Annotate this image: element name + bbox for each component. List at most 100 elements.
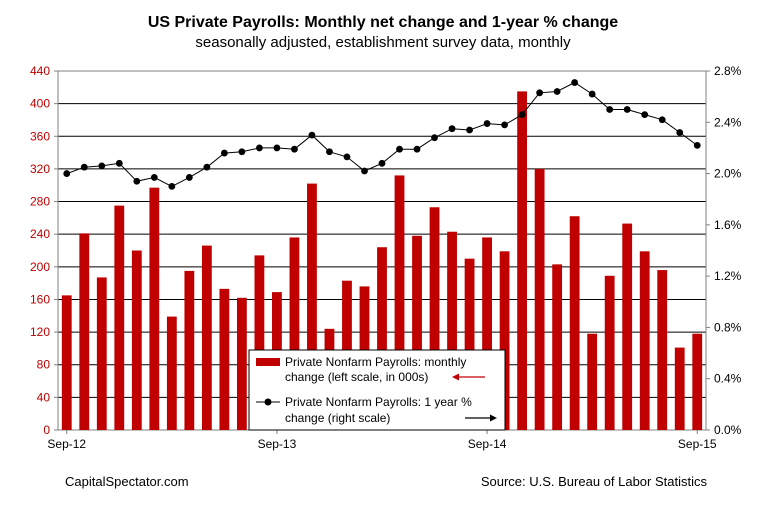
bar xyxy=(166,316,177,430)
bar xyxy=(534,168,545,430)
line-point xyxy=(273,144,281,152)
left-tick-label: 40 xyxy=(37,390,51,404)
bar xyxy=(447,231,457,430)
line-point xyxy=(256,144,263,152)
line-point xyxy=(98,162,106,170)
series-line xyxy=(66,81,698,187)
right-tick-label: 2.8% xyxy=(714,64,742,78)
line-point xyxy=(361,167,368,175)
bar xyxy=(657,270,668,430)
bar xyxy=(307,183,317,430)
right-tick-label: 0.4% xyxy=(714,372,742,386)
left-tick-label: 200 xyxy=(30,260,50,274)
legend-line-label-2: change (right scale) xyxy=(285,411,390,425)
left-axis: 0 40 80 120 160 200 240 280 320 360 400 440 xyxy=(30,64,58,437)
x-tick-label: Sep-14 xyxy=(468,437,507,451)
legend-bar-label-1: Private Nonfarm Payrolls: monthly xyxy=(285,355,466,369)
right-axis: 0.0% 0.4% 0.8% 1.2% 1.6% 2.0% 2.4% 2.8% xyxy=(706,64,742,437)
left-tick-label: 320 xyxy=(30,162,50,176)
x-tick-label: Sep-12 xyxy=(47,437,86,451)
line-point xyxy=(168,182,176,190)
left-tick-label: 280 xyxy=(30,195,50,209)
chart-title: US Private Payrolls: Monthly net change … xyxy=(148,14,618,31)
right-tick-label: 2.4% xyxy=(714,115,742,129)
line-point xyxy=(220,149,228,157)
line-point xyxy=(291,145,298,153)
bar xyxy=(219,288,230,430)
bar xyxy=(236,297,247,430)
bar xyxy=(622,223,633,430)
line-point xyxy=(676,129,684,136)
legend-bar-swatch xyxy=(256,358,280,366)
x-axis: Sep-12 Sep-13 Sep-14 Sep-15 xyxy=(47,430,717,451)
line-series xyxy=(63,79,701,190)
line-point xyxy=(378,159,386,167)
line-point xyxy=(413,145,421,153)
right-tick-label: 0.8% xyxy=(714,320,742,334)
x-tick-label: Sep-13 xyxy=(258,437,297,451)
bar xyxy=(517,91,528,430)
legend-left-arrowhead-icon xyxy=(452,373,459,381)
line-point xyxy=(623,106,631,113)
left-tick-label: 80 xyxy=(37,358,51,372)
bar xyxy=(552,264,563,430)
chart-subtitle: seasonally adjusted, establishment surve… xyxy=(195,34,571,51)
bar xyxy=(482,237,492,430)
line-point xyxy=(588,90,596,98)
bar xyxy=(114,205,125,430)
bar xyxy=(692,333,703,430)
line-point xyxy=(343,153,351,161)
left-tick-label: 0 xyxy=(43,423,50,437)
legend-box xyxy=(248,349,506,431)
footer-credit: CapitalSpectator.com xyxy=(65,474,189,489)
x-tick-label: Sep-15 xyxy=(678,437,717,451)
bar xyxy=(79,233,90,430)
bar xyxy=(377,247,387,430)
line-point xyxy=(115,159,123,167)
bar xyxy=(639,251,650,430)
legend-line-marker xyxy=(264,398,272,406)
left-tick-label: 160 xyxy=(30,292,50,306)
line-point xyxy=(606,106,614,113)
left-tick-label: 360 xyxy=(30,129,50,143)
line-point xyxy=(483,120,491,127)
bar xyxy=(184,270,195,430)
bar xyxy=(569,216,580,430)
line-point xyxy=(693,141,701,149)
legend-right-arrowhead-icon xyxy=(490,414,497,422)
line-point xyxy=(571,79,579,86)
right-tick-label: 1.2% xyxy=(714,269,742,283)
bar xyxy=(61,295,72,430)
line-point xyxy=(641,111,649,118)
legend-bar-label-2: change (left scale, in 000s) xyxy=(285,370,428,384)
line-point xyxy=(185,174,193,181)
left-tick-label: 240 xyxy=(30,227,50,241)
line-point xyxy=(658,116,666,124)
line-point xyxy=(466,126,473,134)
bar xyxy=(96,277,107,430)
line-point xyxy=(326,148,333,156)
bar xyxy=(604,275,615,430)
legend-line-label-1: Private Nonfarm Payrolls: 1 year % xyxy=(285,395,472,409)
left-tick-label: 400 xyxy=(30,97,50,111)
line-point xyxy=(396,145,403,153)
line-point xyxy=(133,177,141,185)
bar xyxy=(587,333,598,430)
bar xyxy=(131,250,142,430)
bar xyxy=(429,207,440,430)
right-tick-label: 2.0% xyxy=(714,167,742,181)
line-point xyxy=(518,111,526,118)
line-point xyxy=(63,170,71,177)
right-tick-label: 1.6% xyxy=(714,218,742,232)
line-point xyxy=(553,88,561,95)
bar xyxy=(674,347,685,430)
right-tick-label: 0.0% xyxy=(714,423,742,437)
line-point xyxy=(501,121,508,129)
line-point xyxy=(308,131,316,139)
bar xyxy=(289,237,300,430)
left-tick-label: 440 xyxy=(30,64,50,78)
bar xyxy=(149,187,160,430)
line-point xyxy=(536,89,544,97)
line-point xyxy=(203,163,211,171)
bar xyxy=(394,175,405,430)
